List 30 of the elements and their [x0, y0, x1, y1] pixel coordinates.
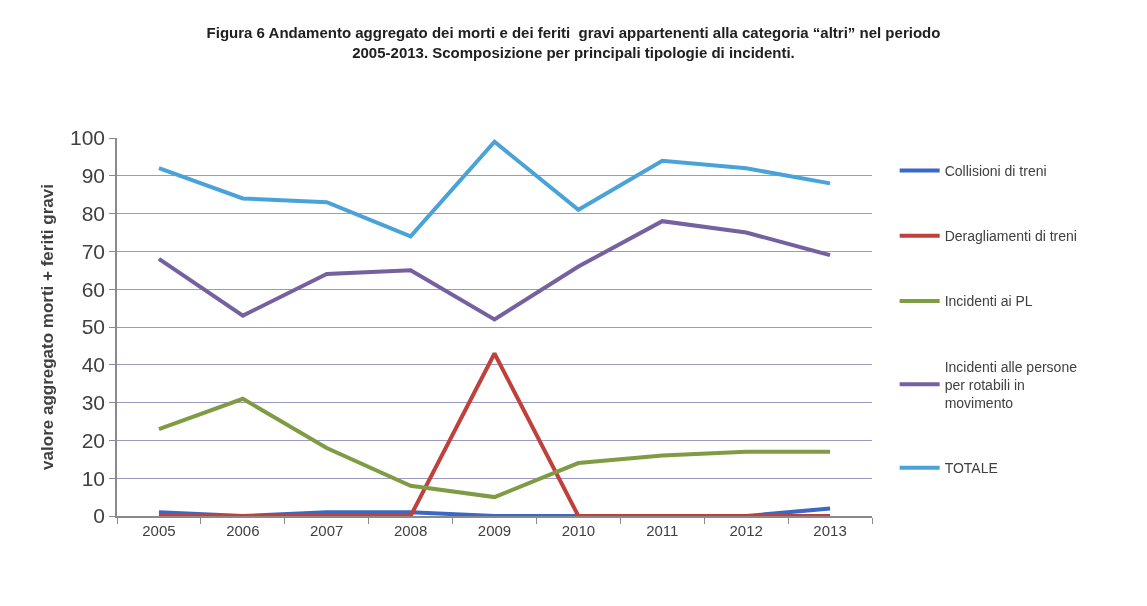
y-tick-label: 20: [81, 428, 106, 452]
x-tick-label: 2012: [729, 521, 763, 539]
legend-label: TOTALE: [944, 460, 998, 477]
y-tick-label: 50: [81, 315, 106, 339]
y-tick-label: 40: [81, 353, 106, 377]
y-tick-label: 90: [81, 164, 106, 188]
y-tick-label: 70: [81, 239, 106, 263]
x-tick-label: 2009: [477, 521, 512, 539]
y-tick-label: 100: [70, 126, 106, 150]
x-tick-label: 2005: [142, 521, 176, 539]
line-series: [156, 219, 833, 322]
x-tick-label: 2006: [226, 521, 260, 539]
legend-label: Deragliamenti di treni: [944, 228, 1077, 245]
y-tick-label: 80: [81, 201, 106, 225]
x-tick-label: 2008: [393, 521, 428, 539]
y-tick-label: 10: [81, 466, 106, 490]
legend-label: Collisioni di treni: [944, 163, 1047, 179]
x-tick-label: 2011: [646, 521, 679, 539]
line-series: [156, 396, 833, 500]
x-tick-label: 2013: [813, 521, 847, 539]
y-axis-title: valore aggregato morti + feriti gravi: [38, 184, 58, 470]
chart-title: Figura 6 Andamento aggregato dei morti e dei feriti gravi appartenenti alla categoria “altri” nel periodo 2005-2013. Scomposizione per principali tipologie di incidenti.: [206, 24, 941, 61]
x-tick-label: 2007: [310, 521, 344, 539]
y-tick-label: 60: [81, 277, 106, 301]
legend-label: Incidenti alle persone per rotabili in movimento: [944, 358, 1078, 411]
y-tick-label: 30: [81, 390, 106, 414]
line-series: [156, 139, 833, 239]
legend-label: Incidenti ai PL: [944, 293, 1033, 310]
x-tick-label: 2010: [561, 521, 596, 539]
y-tick-label: 0: [93, 504, 106, 528]
